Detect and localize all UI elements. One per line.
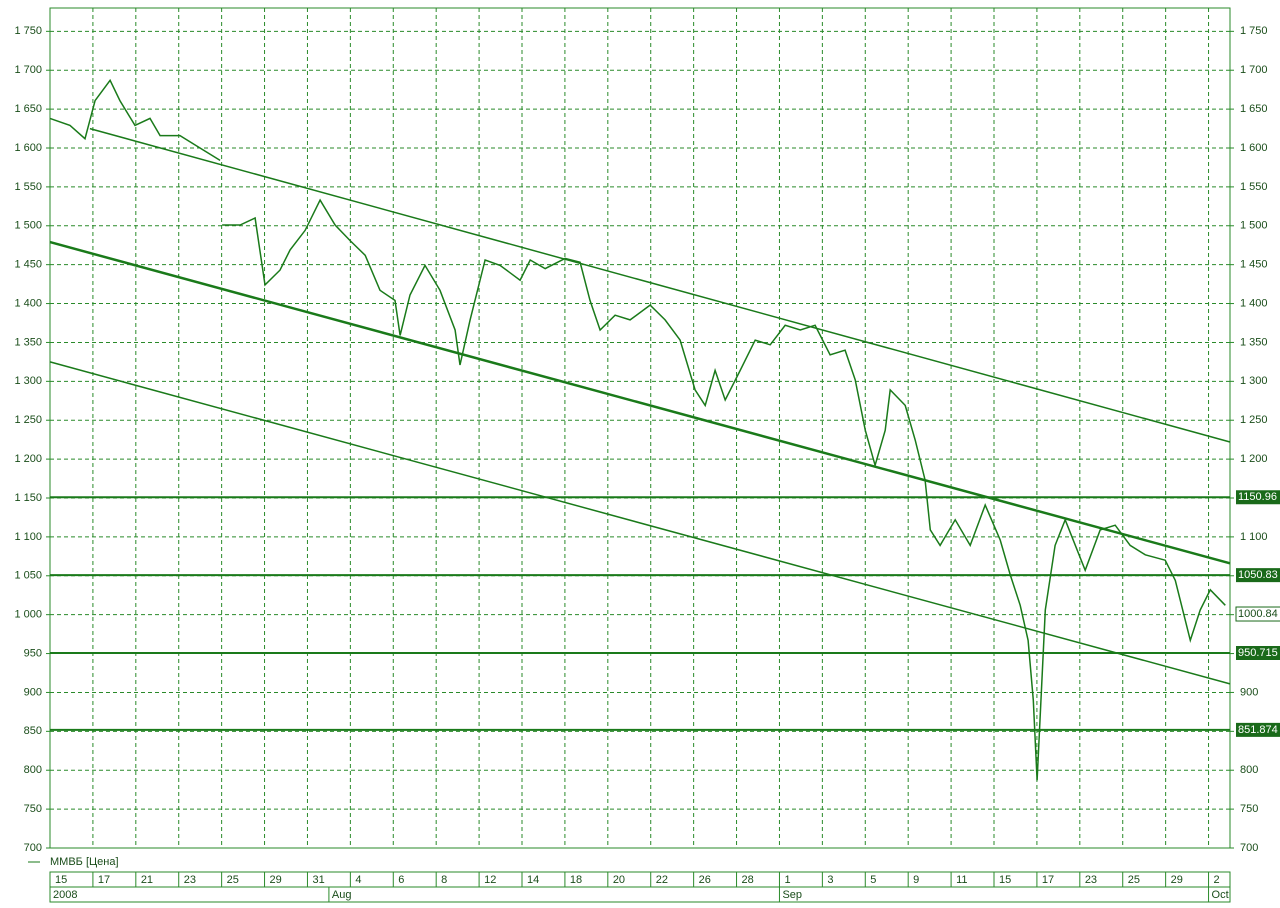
y2-tick-label: 750 [1240,803,1258,815]
level-label: 1150.96 [1238,491,1277,503]
last-price-tag [1235,606,1280,622]
y2-tick-label: 800 [1240,764,1258,776]
price-line [49,78,1226,781]
trend-line [89,127,1231,443]
y-tick-label: 1 650 [14,103,42,115]
y2-tick-label: 1 550 [1240,181,1268,193]
trend-line [49,240,1231,565]
trend-line [49,361,1231,685]
level-tag [1236,722,1280,737]
x-tick-label: 29 [1171,874,1183,886]
y-tick-label: 1 000 [14,609,42,621]
y-tick-label: 1 350 [14,336,42,348]
x-tick-label: 3 [827,874,833,886]
y-tick-label: 700 [24,842,42,854]
x-tick-label: 29 [270,874,282,886]
y-tick-label: 1 550 [14,181,42,193]
x-tick-label: 8 [441,874,447,886]
level-label: 1050.83 [1238,569,1278,581]
level-tag [1236,490,1280,505]
x-tick-label: 21 [141,874,153,886]
y2-tick-label: 1 300 [1240,375,1268,387]
y2-tick-label: 1 100 [1240,531,1268,543]
y-tick-label: 1 250 [14,414,42,426]
x-tick-label: 22 [656,874,668,886]
x-tick-label: 1 [784,874,790,886]
x-tick-label: 6 [398,874,404,886]
y-tick-label: 1 100 [14,531,42,543]
month-label: Oct [1212,889,1229,901]
x-tick-label: 5 [870,874,876,886]
y-tick-label: 850 [24,725,42,737]
x-tick-label: 23 [1085,874,1097,886]
month-label: 2008 [53,889,77,901]
level-label: 950.715 [1238,647,1278,659]
legend-label: ММВБ [Цена] [50,856,119,868]
y-tick-label: 1 400 [14,297,42,309]
y2-tick-label: 900 [1240,686,1258,698]
y2-tick-label: 1 500 [1240,220,1268,232]
y2-tick-label: 1 650 [1240,103,1268,115]
y2-tick-label: 1 750 [1240,25,1268,37]
level-tag [1236,568,1280,583]
y2-tick-label: 1 250 [1240,414,1268,426]
x-tick-label: 4 [355,874,361,886]
x-tick-label: 18 [570,874,582,886]
y-tick-label: 1 200 [14,453,42,465]
y-tick-label: 750 [24,803,42,815]
y2-tick-label: 1 700 [1240,64,1268,76]
x-tick-label: 9 [913,874,919,886]
x-tick-label: 28 [742,874,754,886]
y2-tick-label: 1 350 [1240,336,1268,348]
month-label: Sep [782,889,802,901]
x-tick-label: 20 [613,874,625,886]
level-tag [1236,645,1280,660]
x-tick-label: 11 [956,874,967,886]
y-tick-label: 1 300 [14,375,42,387]
x-tick-label: 12 [484,874,496,886]
y-tick-label: 1 600 [14,142,42,154]
x-tick-label: 14 [527,874,539,886]
y-tick-label: 1 500 [14,220,42,232]
y-tick-label: 1 150 [14,492,42,504]
y-tick-label: 950 [24,647,42,659]
y2-tick-label: 1 400 [1240,297,1268,309]
y-tick-label: 1 050 [14,570,42,582]
y-tick-label: 1 700 [14,64,42,76]
y2-tick-label: 1 200 [1240,453,1268,465]
x-tick-label: 25 [1128,874,1140,886]
y2-tick-label: 1 600 [1240,142,1268,154]
x-tick-label: 2 [1214,874,1220,886]
y-tick-label: 800 [24,764,42,776]
x-tick-label: 31 [312,874,324,886]
y-tick-label: 1 750 [14,25,42,37]
level-label: 851.874 [1238,724,1278,736]
x-tick-label: 17 [1042,874,1054,886]
month-label: Aug [332,889,352,901]
y2-tick-label: 700 [1240,842,1258,854]
last-price-label: 1000.84 [1238,608,1278,620]
y-tick-label: 900 [24,686,42,698]
x-tick-label: 15 [55,874,67,886]
y2-tick-label: 1 450 [1240,259,1268,271]
x-tick-label: 17 [98,874,110,886]
x-tick-label: 26 [699,874,711,886]
x-tick-label: 23 [184,874,196,886]
x-tick-label: 15 [999,874,1011,886]
y-tick-label: 1 450 [14,259,42,271]
x-tick-label: 25 [227,874,239,886]
